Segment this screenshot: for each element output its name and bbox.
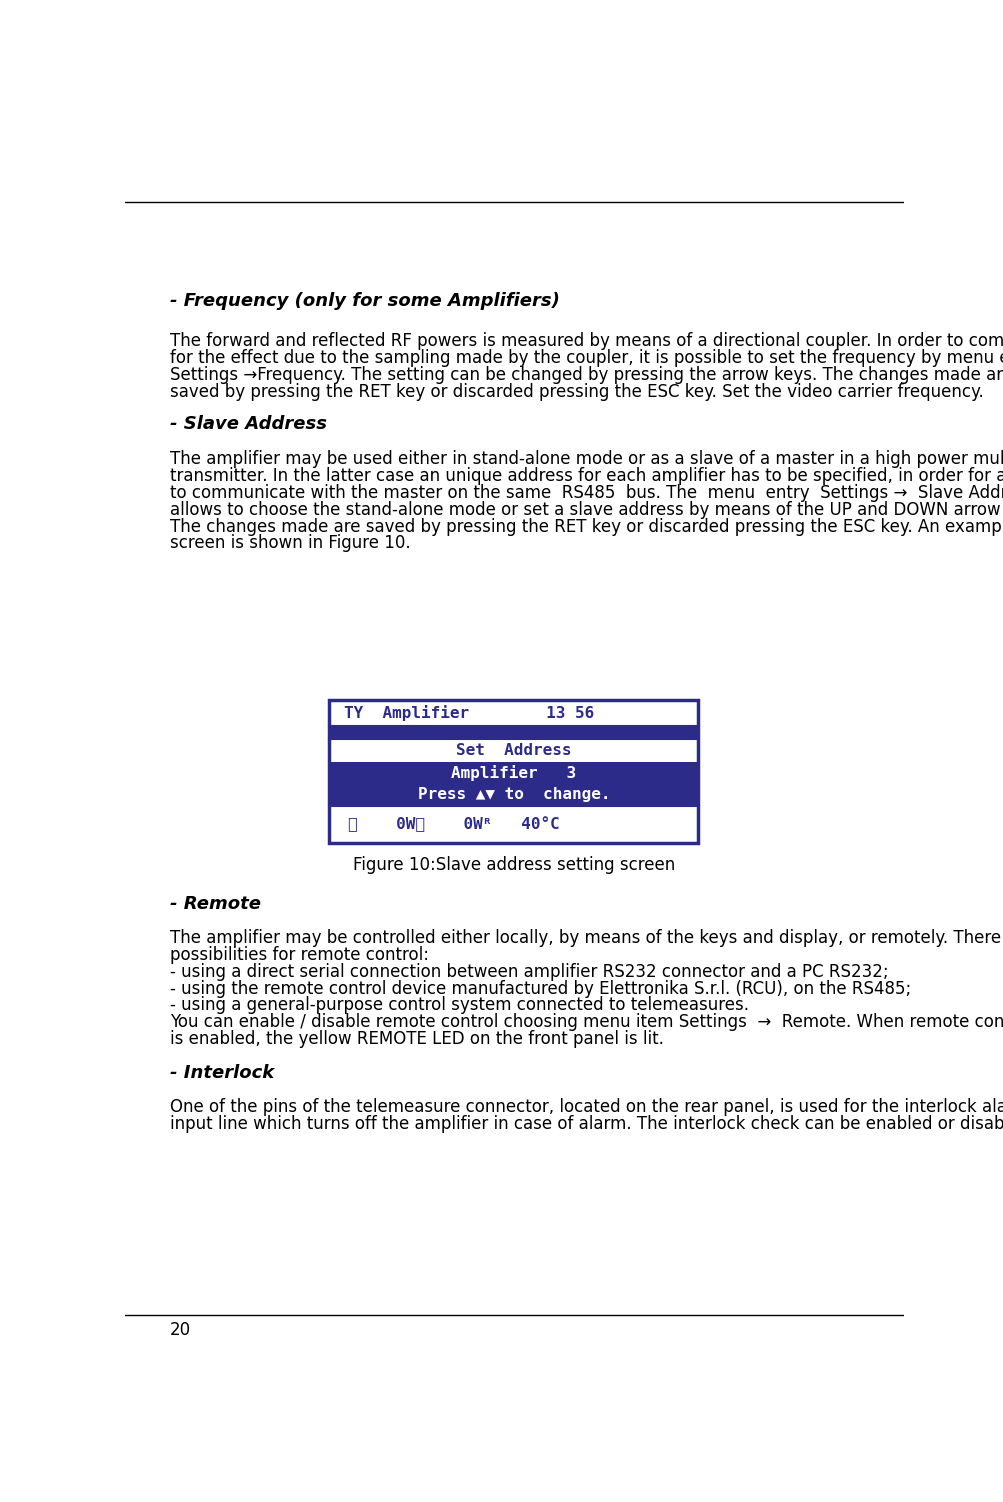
Text: Amplifier   3: Amplifier 3: [450, 765, 576, 781]
Bar: [329, 807, 697, 843]
Text: - Slave Address: - Slave Address: [170, 415, 326, 433]
Text: Figure 10:Slave address setting screen: Figure 10:Slave address setting screen: [353, 856, 675, 874]
Text: The changes made are saved by pressing the RET key or discarded pressing the ESC: The changes made are saved by pressing t…: [170, 518, 1003, 536]
Text: allows to choose the stand-alone mode or set a slave address by means of the UP : allows to choose the stand-alone mode or…: [170, 500, 1003, 518]
Text: The amplifier may be controlled either locally, by means of the keys and display: The amplifier may be controlled either l…: [170, 928, 1003, 946]
Bar: [329, 784, 697, 807]
Text: You can enable / disable remote control choosing menu item Settings  →  Remote. : You can enable / disable remote control …: [170, 1014, 1003, 1032]
Text: - using a general-purpose control system connected to telemeasures.: - using a general-purpose control system…: [170, 996, 748, 1014]
Text: to communicate with the master on the same  RS485  bus. The  menu  entry  Settin: to communicate with the master on the sa…: [170, 484, 1003, 502]
Text: input line which turns off the amplifier in case of alarm. The interlock check c: input line which turns off the amplifier…: [170, 1114, 1003, 1133]
Text: - using the remote control device manufactured by Elettronika S.r.l. (RCU), on t: - using the remote control device manufa…: [170, 979, 910, 997]
Text: Set  Address: Set Address: [455, 743, 571, 759]
Bar: [329, 727, 697, 739]
Text: Settings →Frequency. The setting can be changed by pressing the arrow keys. The : Settings →Frequency. The setting can be …: [170, 366, 1003, 385]
Text: is enabled, the yellow REMOTE LED on the front panel is lit.: is enabled, the yellow REMOTE LED on the…: [170, 1030, 663, 1048]
Text: - using a direct serial connection between amplifier RS232 connector and a PC RS: - using a direct serial connection betwe…: [170, 963, 888, 981]
Text: 20: 20: [170, 1322, 191, 1340]
Text: saved by pressing the RET key or discarded pressing the ESC key. Set the video c: saved by pressing the RET key or discard…: [170, 383, 983, 401]
Text: TY  Amplifier        13 56: TY Amplifier 13 56: [344, 706, 594, 721]
Text: The amplifier may be used either in stand-alone mode or as a slave of a master i: The amplifier may be used either in stan…: [170, 449, 1003, 467]
Text: ⚿    0W₟    0Wᴿ   40°C: ⚿ 0W₟ 0Wᴿ 40°C: [347, 817, 559, 832]
Bar: [329, 700, 697, 727]
Bar: [329, 700, 697, 843]
Text: The forward and reflected RF powers is measured by means of a directional couple: The forward and reflected RF powers is m…: [170, 332, 1003, 350]
Text: for the effect due to the sampling made by the coupler, it is possible to set th: for the effect due to the sampling made …: [170, 348, 1003, 366]
Text: Press ▲▼ to  change.: Press ▲▼ to change.: [417, 787, 610, 802]
Text: One of the pins of the telemeasure connector, located on the rear panel, is used: One of the pins of the telemeasure conne…: [170, 1098, 1003, 1116]
Bar: [329, 762, 697, 784]
Bar: [329, 739, 697, 762]
Text: - Interlock: - Interlock: [170, 1065, 274, 1083]
Text: possibilities for remote control:: possibilities for remote control:: [170, 946, 428, 964]
Text: transmitter. In the latter case an unique address for each amplifier has to be s: transmitter. In the latter case an uniqu…: [170, 467, 1003, 485]
Text: - Remote: - Remote: [170, 895, 261, 913]
Text: screen is shown in Figure 10.: screen is shown in Figure 10.: [170, 535, 410, 553]
Text: - Frequency (only for some Amplifiers): - Frequency (only for some Amplifiers): [170, 291, 559, 309]
